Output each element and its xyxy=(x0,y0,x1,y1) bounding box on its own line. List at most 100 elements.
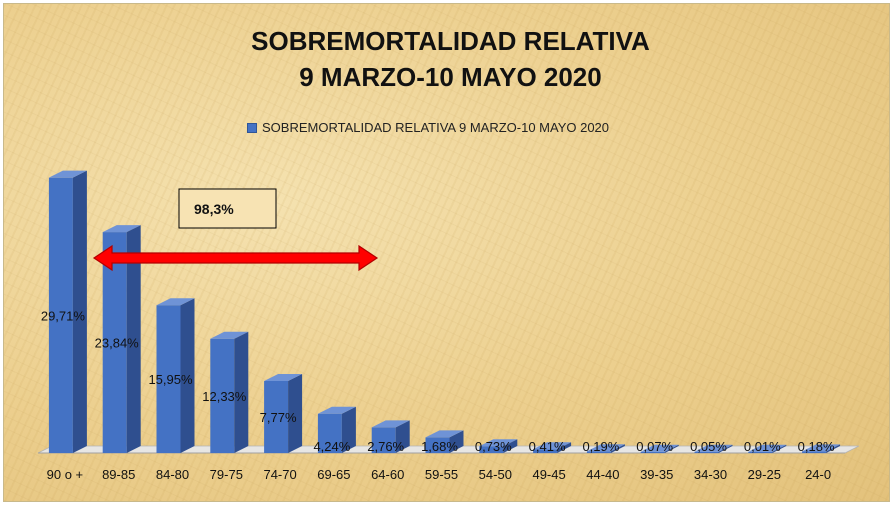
data-label: 0,01% xyxy=(744,439,781,454)
bar-front xyxy=(264,380,289,453)
data-label: 23,84% xyxy=(95,336,140,351)
bar-front xyxy=(48,177,73,454)
data-label: 0,05% xyxy=(690,439,727,454)
bar-front xyxy=(425,437,450,453)
x-tick-label: 69-65 xyxy=(317,467,350,482)
bar xyxy=(264,373,303,453)
bar xyxy=(802,444,841,453)
bar-top xyxy=(694,444,733,452)
annotation-text: 98,3% xyxy=(194,201,234,217)
data-label: 0,73% xyxy=(475,439,512,454)
x-tick-label: 54-50 xyxy=(479,467,512,482)
bar-top xyxy=(802,444,841,452)
data-label: 0,18% xyxy=(798,439,835,454)
bar-top xyxy=(533,442,572,450)
arrow-shape xyxy=(92,244,379,272)
bar-side xyxy=(772,444,787,453)
data-label: 4,24% xyxy=(313,439,350,454)
x-tick-label: 34-30 xyxy=(694,467,727,482)
chart-title: SOBREMORTALIDAD RELATIVA xyxy=(251,26,650,56)
double-arrow-icon xyxy=(92,244,379,272)
data-label: 29,71% xyxy=(41,308,86,323)
data-label: 0,19% xyxy=(582,439,619,454)
data-label: 15,95% xyxy=(148,372,193,387)
bar-front xyxy=(371,427,396,453)
bar xyxy=(694,444,733,453)
bar xyxy=(156,298,195,453)
bar-front xyxy=(586,451,611,453)
data-label: 0,07% xyxy=(636,439,673,454)
bar-top xyxy=(156,298,195,306)
bar xyxy=(371,420,410,453)
x-tick-label: 49-45 xyxy=(532,467,565,482)
bar-side xyxy=(341,406,356,453)
x-tick-label: 74-70 xyxy=(263,467,296,482)
bar-side xyxy=(180,298,195,453)
annotation-box xyxy=(178,188,277,229)
bar-top xyxy=(425,430,464,438)
bar-front xyxy=(479,446,504,453)
bar-side xyxy=(395,420,410,453)
bar-front xyxy=(533,449,558,453)
bar xyxy=(533,442,572,453)
bar-front xyxy=(102,232,127,453)
bar xyxy=(210,331,249,453)
bar-top xyxy=(371,420,410,428)
bar-front xyxy=(748,451,773,453)
bar-front xyxy=(640,451,665,453)
bar-top xyxy=(586,444,625,452)
x-tick-label: 59-55 xyxy=(425,467,458,482)
bar-top xyxy=(102,225,141,233)
chart-subtitle: 9 MARZO-10 MAYO 2020 xyxy=(299,62,602,92)
bar-side xyxy=(126,225,141,453)
bar-side xyxy=(234,331,249,453)
legend-label: SOBREMORTALIDAD RELATIVA 9 MARZO-10 MAYO… xyxy=(262,120,610,135)
x-tick-label: 64-60 xyxy=(371,467,404,482)
data-label: 1,68% xyxy=(421,439,458,454)
bar-side xyxy=(72,170,87,454)
bar-side xyxy=(826,444,841,453)
bar-side xyxy=(664,444,679,453)
bar-front xyxy=(210,338,235,453)
bar xyxy=(479,439,518,453)
bar xyxy=(317,406,356,453)
bar xyxy=(586,444,625,453)
bar xyxy=(48,170,87,454)
bar-front xyxy=(694,451,719,453)
x-tick-label: 24-0 xyxy=(805,467,831,482)
bar-top xyxy=(264,373,303,381)
annotation: 98,3% xyxy=(178,188,277,229)
bar-side xyxy=(557,442,572,453)
bar-top xyxy=(48,170,87,178)
x-tick-label: 44-40 xyxy=(586,467,619,482)
bar-side xyxy=(503,439,518,453)
bar-top xyxy=(317,406,356,414)
bar-front xyxy=(156,305,181,453)
data-label: 2,76% xyxy=(367,439,404,454)
data-label: 0,41% xyxy=(529,439,566,454)
bar-front xyxy=(317,413,342,453)
x-tick-label: 29-25 xyxy=(748,467,781,482)
data-label: 12,33% xyxy=(202,389,247,404)
bar-top xyxy=(640,444,679,452)
x-tick-label: 89-85 xyxy=(102,467,135,482)
bar-side xyxy=(449,430,464,453)
bar xyxy=(748,444,787,453)
bar-top xyxy=(210,331,249,339)
bar-top xyxy=(479,439,518,447)
bar-top xyxy=(748,444,787,452)
bar-side xyxy=(288,373,303,453)
bar xyxy=(640,444,679,453)
data-label: 7,77% xyxy=(260,410,297,425)
bar xyxy=(425,430,464,453)
x-tick-label: 84-80 xyxy=(156,467,189,482)
bar-front xyxy=(802,451,827,453)
bar xyxy=(102,225,141,453)
bar-side xyxy=(718,444,733,453)
bar-side xyxy=(610,444,625,453)
x-tick-label: 39-35 xyxy=(640,467,673,482)
legend-swatch xyxy=(247,122,257,133)
x-tick-label: 79-75 xyxy=(210,467,243,482)
x-tick-label: 90 o + xyxy=(47,467,84,482)
